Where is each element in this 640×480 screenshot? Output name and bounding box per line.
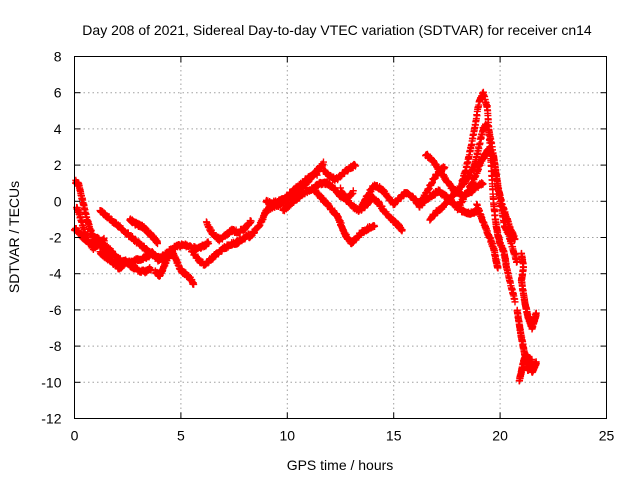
- y-tick-label: 8: [54, 49, 62, 65]
- data-point: [313, 171, 321, 179]
- y-axis-label: SDTVAR / TECUs: [6, 181, 22, 293]
- x-tick-label: 15: [386, 428, 402, 444]
- data-point: [511, 235, 519, 243]
- data-point: [205, 240, 213, 248]
- data-point: [153, 240, 161, 248]
- data-point: [190, 280, 198, 288]
- series-track: [188, 230, 253, 269]
- y-tick-label: -2: [49, 230, 62, 246]
- x-tick-label: 5: [177, 428, 185, 444]
- series-track: [202, 217, 255, 245]
- y-tick-label: -6: [49, 302, 62, 318]
- x-tick-label: 0: [71, 428, 79, 444]
- y-tick-label: -12: [41, 411, 61, 427]
- data-point: [90, 244, 98, 252]
- data-point: [441, 163, 449, 171]
- series-track: [458, 88, 519, 306]
- data-points: [71, 88, 540, 385]
- y-tick-label: -8: [49, 338, 62, 354]
- series-track: [415, 186, 481, 218]
- data-point: [351, 162, 359, 170]
- series-track: [311, 187, 379, 248]
- y-tick-label: -10: [41, 374, 61, 390]
- series-track: [262, 169, 321, 208]
- x-axis-label: GPS time / hours: [287, 457, 394, 473]
- y-tick-label: 0: [54, 193, 62, 209]
- y-tick-label: 2: [54, 157, 62, 173]
- series-track: [126, 215, 161, 248]
- series-track: [73, 203, 98, 254]
- series-track: [473, 200, 502, 272]
- data-point: [147, 265, 155, 273]
- data-point: [532, 309, 540, 317]
- y-tick-label: 4: [54, 121, 62, 137]
- data-point: [398, 226, 406, 234]
- x-tick-label: 20: [492, 428, 508, 444]
- chart-title: Day 208 of 2021, Sidereal Day-to-day VTE…: [82, 22, 592, 38]
- data-point: [528, 357, 536, 365]
- series-track: [337, 184, 406, 235]
- series-track: [517, 249, 540, 333]
- series-track: [153, 238, 213, 265]
- series-track: [96, 248, 155, 277]
- data-point: [319, 158, 327, 166]
- series-track: [454, 144, 519, 243]
- data-point: [247, 217, 255, 225]
- y-tick-label: -4: [49, 266, 62, 282]
- data-point: [494, 264, 502, 272]
- data-point: [479, 180, 487, 188]
- x-tick-label: 10: [280, 428, 296, 444]
- data-point: [371, 222, 379, 230]
- series-track: [319, 160, 359, 184]
- data-point: [511, 298, 519, 306]
- x-tick-label: 25: [599, 428, 615, 444]
- data-point: [349, 187, 357, 195]
- y-tick-label: 6: [54, 85, 62, 101]
- series-track: [513, 306, 536, 374]
